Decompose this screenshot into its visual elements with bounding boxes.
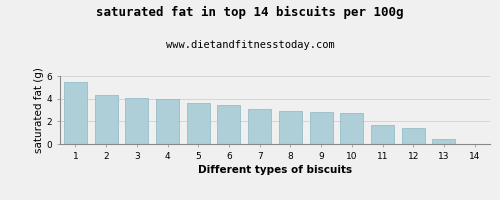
Bar xyxy=(340,113,363,144)
Bar xyxy=(402,128,424,144)
Y-axis label: saturated fat (g): saturated fat (g) xyxy=(34,67,44,153)
Bar xyxy=(218,105,240,144)
Bar xyxy=(248,109,271,144)
Bar xyxy=(279,111,302,144)
Text: saturated fat in top 14 biscuits per 100g: saturated fat in top 14 biscuits per 100… xyxy=(96,6,404,19)
Bar xyxy=(126,98,148,144)
Bar xyxy=(94,95,118,144)
X-axis label: Different types of biscuits: Different types of biscuits xyxy=(198,165,352,175)
Bar xyxy=(64,82,87,144)
Bar xyxy=(186,103,210,144)
Bar xyxy=(310,112,332,144)
Bar xyxy=(371,125,394,144)
Bar xyxy=(156,99,179,144)
Bar xyxy=(432,139,456,144)
Text: www.dietandfitnesstoday.com: www.dietandfitnesstoday.com xyxy=(166,40,334,50)
